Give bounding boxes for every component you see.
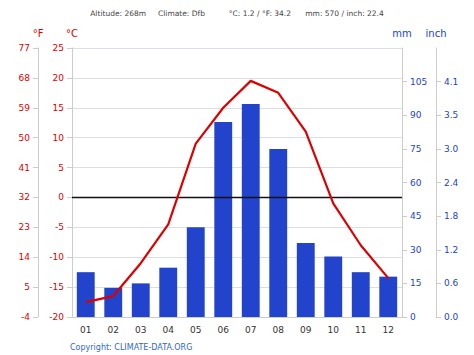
svg-text:03: 03 <box>135 325 146 335</box>
svg-text:Altitude: 268m Climate: Df: Altitude: 268m Climate: Dfb °C: 1.2 / °F… <box>90 9 384 18</box>
svg-text:32: 32 <box>19 192 30 202</box>
svg-text:2.4: 2.4 <box>444 178 459 188</box>
svg-text:0: 0 <box>58 192 64 202</box>
svg-text:60: 60 <box>410 178 422 188</box>
svg-text:14: 14 <box>19 252 31 262</box>
svg-text:15: 15 <box>53 103 64 113</box>
svg-text:-10: -10 <box>49 252 64 262</box>
svg-text:01: 01 <box>80 325 91 335</box>
svg-text:10: 10 <box>328 325 340 335</box>
svg-text:50: 50 <box>19 133 31 143</box>
svg-text:07: 07 <box>245 325 256 335</box>
svg-text:68: 68 <box>19 73 31 83</box>
svg-text:06: 06 <box>218 325 230 335</box>
svg-text:45: 45 <box>410 211 421 221</box>
svg-text:3.5: 3.5 <box>444 110 458 120</box>
svg-text:75: 75 <box>410 144 421 154</box>
svg-text:°C: °C <box>66 28 78 39</box>
svg-text:105: 105 <box>410 77 427 87</box>
svg-text:4.1: 4.1 <box>444 77 458 87</box>
svg-text:23: 23 <box>19 222 30 232</box>
svg-text:-4: -4 <box>21 312 30 322</box>
svg-text:-15: -15 <box>49 282 64 292</box>
svg-text:15: 15 <box>410 278 421 288</box>
svg-text:09: 09 <box>300 325 312 335</box>
svg-text:05: 05 <box>190 325 201 335</box>
svg-text:02: 02 <box>108 325 119 335</box>
svg-text:08: 08 <box>273 325 285 335</box>
svg-text:20: 20 <box>53 73 65 83</box>
svg-text:5: 5 <box>58 163 64 173</box>
svg-text:0.6: 0.6 <box>444 278 459 288</box>
svg-text:11: 11 <box>355 325 366 335</box>
svg-text:1.2: 1.2 <box>444 245 458 255</box>
svg-text:inch: inch <box>426 28 447 39</box>
svg-text:30: 30 <box>410 245 422 255</box>
svg-text:0: 0 <box>410 312 416 322</box>
svg-text:25: 25 <box>53 43 64 53</box>
svg-text:59: 59 <box>19 103 31 113</box>
svg-text:mm: mm <box>392 28 411 39</box>
svg-text:-20: -20 <box>49 312 64 322</box>
svg-text:77: 77 <box>19 43 30 53</box>
svg-text:04: 04 <box>163 325 175 335</box>
svg-text:°F: °F <box>33 28 44 39</box>
svg-text:90: 90 <box>410 110 422 120</box>
svg-text:-5: -5 <box>55 222 64 232</box>
svg-text:0.0: 0.0 <box>444 312 459 322</box>
svg-text:1.8: 1.8 <box>444 211 459 221</box>
svg-text:10: 10 <box>53 133 65 143</box>
svg-text:41: 41 <box>19 163 30 173</box>
svg-text:Copyright: CLIMATE-DATA.ORG: Copyright: CLIMATE-DATA.ORG <box>70 343 192 352</box>
svg-text:12: 12 <box>383 325 394 335</box>
svg-text:3.0: 3.0 <box>444 144 459 154</box>
svg-text:5: 5 <box>24 282 30 292</box>
